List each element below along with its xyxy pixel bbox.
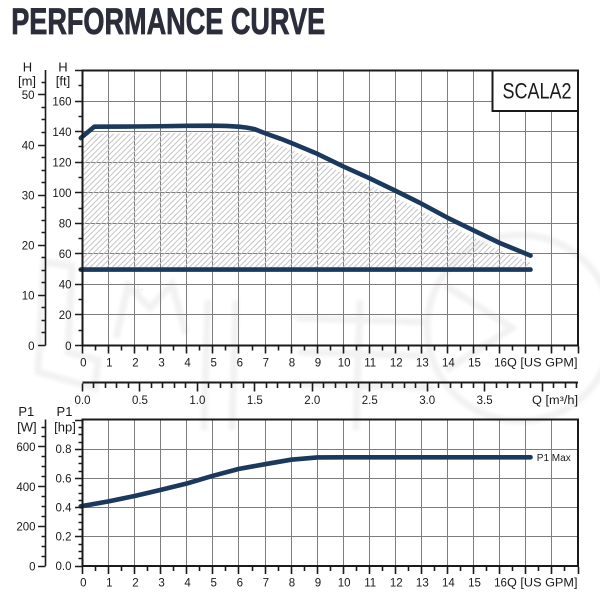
svg-text:4: 4 (184, 578, 191, 590)
svg-text:10: 10 (338, 357, 351, 369)
svg-text:0.0: 0.0 (75, 395, 91, 407)
svg-text:1.0: 1.0 (189, 395, 205, 407)
svg-text:3.5: 3.5 (477, 395, 493, 407)
svg-text:140: 140 (52, 127, 71, 139)
svg-text:0: 0 (28, 341, 34, 353)
svg-text:[hp]: [hp] (54, 419, 76, 434)
svg-text:9: 9 (315, 578, 321, 590)
svg-text:Q [US GPM]: Q [US GPM] (507, 357, 578, 369)
svg-text:5: 5 (210, 578, 216, 590)
svg-text:120: 120 (52, 157, 71, 169)
svg-text:12: 12 (390, 578, 403, 590)
svg-text:0.8: 0.8 (56, 444, 72, 456)
svg-text:10: 10 (338, 578, 351, 590)
svg-text:80: 80 (59, 219, 72, 231)
svg-text:0: 0 (80, 578, 86, 590)
svg-text:8: 8 (289, 578, 295, 590)
svg-text:P1 Max: P1 Max (537, 453, 571, 464)
svg-text:20: 20 (59, 310, 72, 322)
svg-text:[W]: [W] (17, 419, 37, 434)
svg-text:9: 9 (315, 357, 321, 369)
svg-text:0.4: 0.4 (56, 502, 73, 514)
svg-text:[m]: [m] (18, 73, 36, 88)
svg-text:7: 7 (263, 578, 269, 590)
svg-text:200: 200 (16, 522, 35, 534)
svg-text:50: 50 (22, 90, 35, 102)
svg-text:14: 14 (442, 578, 455, 590)
svg-text:6: 6 (237, 578, 243, 590)
svg-text:0.0: 0.0 (56, 561, 72, 573)
svg-text:0: 0 (65, 341, 71, 353)
svg-text:13: 13 (416, 357, 429, 369)
svg-text:10: 10 (22, 291, 35, 303)
svg-text:0: 0 (80, 357, 86, 369)
svg-text:100: 100 (52, 188, 71, 200)
svg-text:5: 5 (210, 357, 216, 369)
svg-text:6: 6 (237, 357, 243, 369)
svg-text:2.5: 2.5 (362, 395, 378, 407)
svg-text:0.5: 0.5 (132, 395, 148, 407)
svg-text:3: 3 (158, 357, 164, 369)
svg-text:13: 13 (416, 578, 429, 590)
svg-text:7: 7 (263, 357, 269, 369)
svg-text:400: 400 (16, 482, 35, 494)
svg-text:20: 20 (22, 241, 35, 253)
svg-text:H: H (23, 60, 32, 75)
svg-text:11: 11 (364, 578, 376, 590)
svg-text:Q [US GPM]: Q [US GPM] (507, 578, 578, 590)
svg-text:4: 4 (184, 357, 191, 369)
svg-text:16: 16 (494, 357, 507, 369)
svg-text:600: 600 (16, 442, 35, 454)
svg-text:3.0: 3.0 (419, 395, 435, 407)
svg-text:15: 15 (468, 578, 481, 590)
svg-text:0: 0 (29, 561, 35, 573)
svg-text:40: 40 (59, 280, 72, 292)
svg-text:11: 11 (364, 357, 376, 369)
svg-text:3: 3 (158, 578, 164, 590)
svg-text:16: 16 (494, 578, 507, 590)
svg-text:60: 60 (59, 249, 72, 261)
svg-text:40: 40 (22, 140, 35, 152)
svg-text:160: 160 (52, 96, 71, 108)
svg-text:PERFORMANCE CURVE: PERFORMANCE CURVE (11, 1, 325, 42)
svg-text:1: 1 (106, 578, 112, 590)
svg-text:P1: P1 (57, 404, 73, 419)
svg-text:Q [m³/h]: Q [m³/h] (532, 395, 578, 407)
svg-text:8: 8 (289, 357, 295, 369)
svg-text:[ft]: [ft] (56, 73, 70, 88)
svg-text:12: 12 (390, 357, 403, 369)
svg-text:30: 30 (22, 190, 35, 202)
svg-text:1: 1 (106, 357, 112, 369)
svg-text:SCALA2: SCALA2 (503, 78, 572, 103)
svg-text:2: 2 (132, 578, 138, 590)
svg-text:2.0: 2.0 (304, 395, 320, 407)
svg-text:1.5: 1.5 (247, 395, 263, 407)
svg-text:P1: P1 (18, 404, 34, 419)
svg-text:2: 2 (132, 357, 138, 369)
svg-text:H: H (58, 60, 67, 75)
svg-text:14: 14 (442, 357, 455, 369)
svg-text:0.2: 0.2 (56, 532, 72, 544)
svg-text:15: 15 (468, 357, 481, 369)
svg-text:0.6: 0.6 (56, 473, 72, 485)
